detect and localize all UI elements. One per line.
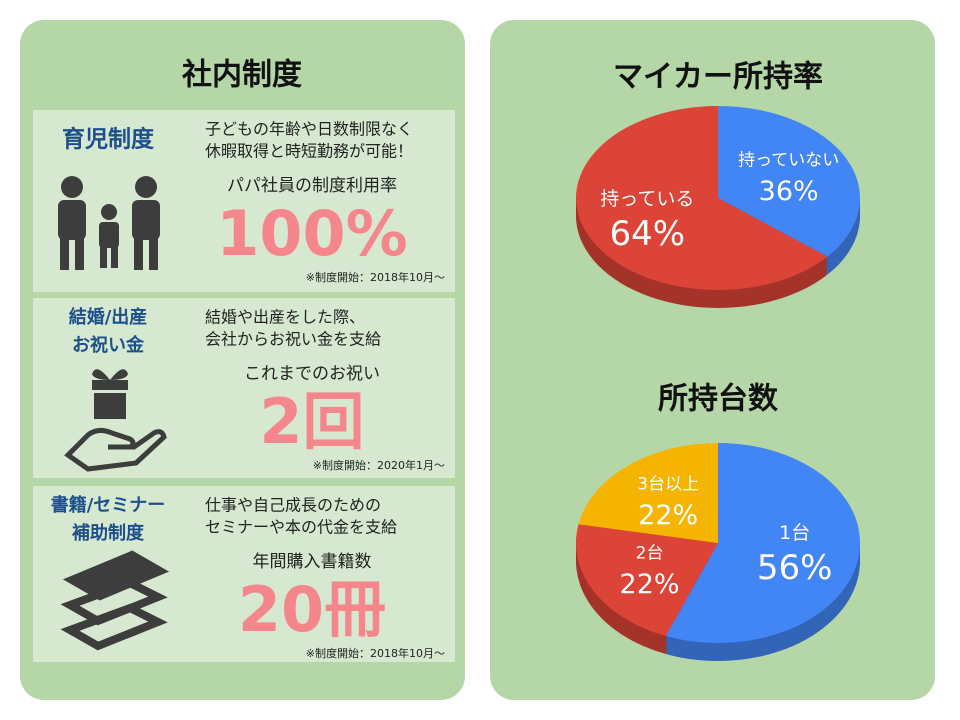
slice-value: 64% bbox=[610, 214, 686, 254]
stat-value: 2回 bbox=[259, 385, 364, 458]
stat-value: 20冊 bbox=[238, 573, 386, 646]
gift-icon bbox=[64, 369, 167, 472]
item-title: 結婚/出産 bbox=[69, 306, 148, 328]
slice-value: 56% bbox=[757, 548, 833, 588]
item-title: お祝い金 bbox=[72, 334, 145, 356]
stat-note: ※制度開始：2018年10月〜 bbox=[306, 646, 445, 660]
chart-title: マイカー所持率 bbox=[613, 60, 823, 95]
pie-slice bbox=[578, 443, 718, 543]
stat-label: これまでのお祝い bbox=[244, 364, 380, 384]
slice-label: 1台 bbox=[779, 522, 810, 544]
stat-note: ※制度開始：2018年10月〜 bbox=[306, 270, 445, 284]
pie-slice bbox=[665, 443, 860, 643]
slice-value: 22% bbox=[620, 569, 680, 600]
item-desc: 子どもの年齢や日数制限なく bbox=[205, 120, 413, 139]
item-desc: 結婚や出産をした際、 bbox=[205, 308, 365, 327]
books-icon bbox=[60, 550, 170, 651]
slice-value: 22% bbox=[638, 500, 698, 531]
stat-value: 100% bbox=[216, 197, 408, 270]
pie-slice bbox=[575, 524, 718, 636]
item-title: 書籍/セミナー bbox=[51, 494, 166, 516]
slice-label: 2台 bbox=[636, 543, 664, 563]
stat-note: ※制度開始：2020年1月〜 bbox=[313, 458, 445, 472]
item-title: 育児制度 bbox=[62, 126, 155, 153]
slice-value: 36% bbox=[759, 176, 819, 207]
item-desc: 仕事や自己成長のための bbox=[205, 496, 381, 515]
pie-slice bbox=[576, 106, 828, 290]
stat-label: パパ社員の制度利用率 bbox=[227, 176, 397, 196]
pie-slice bbox=[718, 106, 860, 257]
family-icon bbox=[58, 176, 160, 270]
item-title: 補助制度 bbox=[71, 522, 145, 544]
item-desc: 会社からお祝い金を支給 bbox=[205, 330, 381, 349]
item-desc: セミナーや本の代金を支給 bbox=[205, 518, 397, 537]
slice-label: 持っていない bbox=[738, 150, 839, 170]
stat-label: 年間購入書籍数 bbox=[253, 552, 372, 572]
left-title: 社内制度 bbox=[182, 58, 302, 93]
item-desc: 休暇取得と時短勤務が可能！ bbox=[205, 142, 413, 161]
slice-label: 持っている bbox=[600, 188, 694, 210]
slice-label: 3台以上 bbox=[637, 475, 699, 495]
chart-title: 所持台数 bbox=[658, 382, 779, 417]
